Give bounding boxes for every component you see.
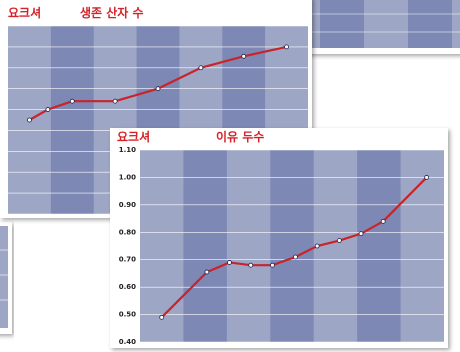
data-point [336,238,342,243]
data-point [159,314,165,320]
column-band [50,26,94,214]
data-point [424,175,430,180]
y-tick-label: 0.80 [119,228,136,236]
data-point [227,260,232,265]
data-point [270,262,275,268]
chart-title: 요크셔 [8,6,41,20]
data-point [198,65,204,71]
y-tick-label: 1.00 [119,173,136,181]
y-tick-label: 0.70 [119,256,136,264]
data-point [204,269,210,275]
data-point [358,231,364,237]
chart-title: 요크셔 [117,130,150,144]
y-tick-label: 1.10 [119,146,136,154]
data-line [28,45,287,121]
data-point [112,98,118,104]
chart-subtitle: 이유 두수 [216,129,264,144]
chart-card: 0.40 0.50 0.60 0.70 0.80 0.90 1.00 1.10 요크셔 이유 두수 [110,128,448,348]
data-point [45,107,51,112]
data-point [293,254,298,260]
y-tick-label: 0.90 [119,201,136,209]
y-tick-label: 0.60 [119,283,136,291]
data-point [69,98,75,104]
data-point [155,86,161,92]
data-point [248,262,254,268]
background-card-left [0,222,12,334]
data-point [314,243,320,249]
column-band [357,150,401,342]
data-point [27,117,32,123]
data-point [284,44,289,50]
chart-subtitle: 생존 산자 수 [80,5,144,20]
y-tick-label: 0.50 [119,311,136,319]
column-band [270,150,314,342]
column-band [183,150,227,342]
y-tick-label: 0.40 [119,338,136,346]
background-card-top [300,0,460,54]
data-point [241,53,247,59]
data-point [380,218,386,224]
